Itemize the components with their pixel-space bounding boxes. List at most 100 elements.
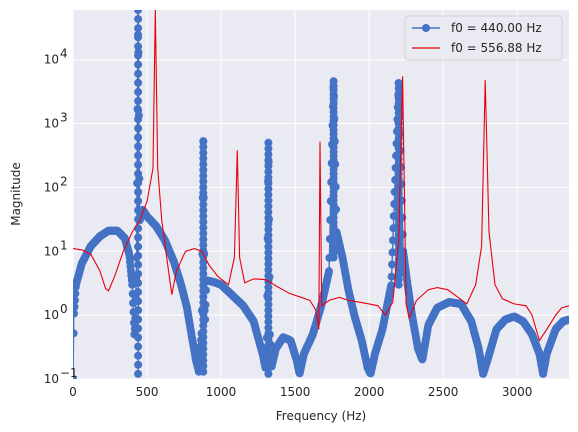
series-1-marker: [73, 289, 80, 298]
series-1-stem-marker: [264, 219, 273, 228]
y-tick-label: 10: [44, 244, 59, 258]
series-1-marker: [325, 267, 333, 276]
series-1-stem-marker: [264, 329, 273, 338]
series-1-stem-marker: [134, 124, 143, 133]
series-1-stem-marker: [134, 160, 143, 169]
series-1: [73, 10, 569, 379]
series-1-stem-marker: [134, 351, 143, 360]
y-tick-label: 10: [44, 180, 59, 194]
y-tick-label: 10: [44, 117, 59, 131]
series-1-stem-marker: [134, 169, 143, 178]
x-tick-label: 500: [136, 385, 159, 399]
series-1-stem-marker: [199, 292, 208, 301]
series-1-stem-marker: [264, 300, 273, 309]
series-1-stem-marker: [264, 248, 273, 257]
series-1-stem-marker: [264, 156, 273, 165]
legend-label-series-2: f0 = 556.88 Hz: [451, 41, 542, 55]
series-1-stem-marker: [264, 213, 273, 222]
series-1-stem-marker: [199, 171, 208, 180]
series-1-stem-marker: [199, 206, 208, 215]
series-1-stem-marker: [264, 317, 273, 326]
series-1-stem-marker: [264, 190, 273, 199]
series-1-stem-marker: [199, 367, 208, 376]
series-1-stem-marker: [199, 229, 208, 238]
series-1-stem-marker: [134, 260, 143, 269]
series-1-stem-marker: [199, 264, 208, 272]
series-1-stem-marker: [199, 177, 208, 186]
series-1-stem-marker: [134, 115, 143, 124]
series-1-stem-marker: [199, 235, 208, 244]
series-1-marker: [387, 272, 396, 281]
legend: f0 = 440.00 Hz f0 = 556.88 Hz: [404, 15, 563, 61]
series-1-stem-marker: [199, 223, 208, 232]
series-1-stem-marker: [134, 206, 143, 215]
series-1-marker: [73, 296, 79, 305]
series-1-stem-marker: [134, 224, 143, 233]
series-1-stem-marker: [134, 360, 143, 369]
series-layer: [73, 10, 569, 379]
series-1-stem-marker: [134, 42, 143, 51]
series-1-stem-marker: [264, 231, 273, 240]
series-1-stem-marker: [264, 306, 273, 315]
series-1-marker: [73, 302, 79, 311]
x-tick-label: 3000: [502, 385, 533, 399]
series-1-stem-marker: [264, 352, 273, 361]
series-1-marker: [388, 248, 397, 257]
series-1-stem-marker: [199, 344, 208, 353]
y-tick-exponent: 1: [60, 238, 68, 252]
series-1-stem-marker: [134, 51, 143, 60]
y-tick-exponent: 2: [60, 174, 68, 188]
x-tick-label: 2500: [428, 385, 459, 399]
series-1-stem-marker: [264, 346, 273, 355]
series-1-stem-marker: [199, 275, 208, 284]
series-1-stem-marker: [134, 188, 143, 196]
series-1-stem-marker: [199, 310, 208, 319]
series-1-stem-marker: [134, 306, 143, 315]
series-1-stem-marker: [199, 246, 208, 255]
series-1-marker: [388, 260, 397, 269]
series-1-stem-marker: [134, 251, 143, 260]
series-1-marker: [73, 329, 78, 338]
series-1-stem-marker: [264, 369, 273, 378]
series-1-stem-marker: [134, 342, 143, 351]
series-1-stem-marker: [134, 279, 143, 287]
y-axis-label: Magnitude: [9, 162, 23, 226]
series-1-marker: [564, 315, 569, 324]
series-1-stem-marker: [199, 148, 208, 157]
y-tick-exponent: 3: [60, 111, 68, 125]
series-1-stem-marker: [134, 333, 143, 342]
series-1-stem-marker: [264, 208, 273, 217]
series-1-stem-marker: [264, 150, 273, 159]
x-tick-label: 1000: [206, 385, 237, 399]
series-1-stem-marker: [134, 297, 143, 306]
series-1-stem-marker: [199, 183, 208, 192]
series-1-stem-marker: [199, 350, 208, 359]
series-1-stem-marker: [264, 185, 273, 193]
legend-marker-series-1: [422, 24, 430, 32]
series-1-stem-marker: [199, 160, 208, 169]
series-1-stem-marker: [134, 142, 143, 151]
series-1-stem-marker: [264, 173, 273, 182]
series-1-stem-marker: [264, 237, 273, 245]
series-1-stem-marker: [199, 137, 208, 146]
series-1-stem-marker: [264, 144, 273, 153]
series-1-stem-marker: [199, 194, 208, 203]
x-tick-label: 1500: [280, 385, 311, 399]
series-1-stem-marker: [264, 294, 273, 303]
series-1-stem-marker: [199, 281, 208, 290]
series-1-stem-marker: [134, 69, 143, 78]
series-1-stem-marker: [264, 289, 273, 297]
series-1-stem-marker: [199, 287, 208, 295]
series-1-stem-marker: [199, 333, 208, 342]
series-1-stem-marker: [199, 142, 208, 151]
series-1-stem-marker: [329, 77, 338, 86]
series-1-stem-marker: [264, 202, 273, 211]
series-1-stem-marker: [199, 315, 208, 324]
series-1-stem-marker: [264, 341, 273, 349]
x-tick-label: 2000: [354, 385, 385, 399]
series-1-stem-marker: [264, 364, 273, 373]
series-1-stem-marker: [199, 362, 208, 370]
legend-box: [404, 15, 563, 61]
legend-label-series-1: f0 = 440.00 Hz: [451, 21, 542, 35]
